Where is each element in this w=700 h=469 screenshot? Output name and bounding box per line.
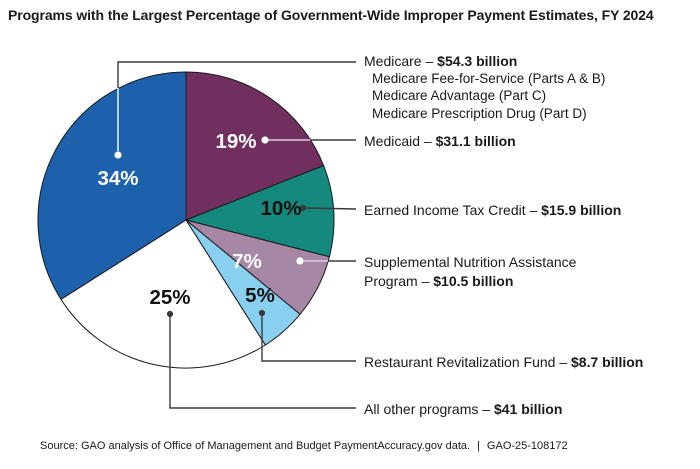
label-eitc-name: Earned Income Tax Credit – [364,202,542,218]
label-medicare-name: Medicare – [364,53,438,69]
pct-label-snap: 7% [232,250,262,273]
source-text: Source: GAO analysis of Office of Manage… [40,440,471,452]
chart-title: Programs with the Largest Percentage of … [8,7,654,23]
pct-label-eitc: 10% [260,197,301,220]
leader-dot-snap [296,257,304,265]
label-eitc: Earned Income Tax Credit – $15.9 billion [364,201,621,219]
leader-line-medicare [117,61,356,88]
label-medicare-main: Medicare – $54.3 billion [364,52,605,70]
source-note: Source: GAO analysis of Office of Manage… [40,440,568,452]
pct-label-rrf: 5% [245,284,275,307]
leader-line-eitc [305,207,357,210]
label-eitc-amount: $15.9 billion [541,202,622,218]
leader-dot-all-other [166,310,174,318]
pie-slice-medicaid [185,71,325,221]
leader-dot-medicaid [261,136,269,144]
pct-label-medicare: 34% [97,167,138,190]
label-all-other: All other programs – $41 billion [364,400,562,418]
label-rrf-name: Restaurant Revitalization Fund – [364,354,571,370]
report-id: GAO-25-108172 [486,440,568,452]
label-medicaid: Medicaid – $31.1 billion [364,132,516,150]
label-medicare-amount: $54.3 billion [437,53,518,69]
label-snap-name: Supplemental Nutrition Assistance Progra… [364,254,577,289]
label-snap: Supplemental Nutrition Assistance Progra… [364,253,622,291]
label-rrf: Restaurant Revitalization Fund – $8.7 bi… [364,353,643,371]
pct-label-all-other: 25% [149,286,190,309]
leader-line-rrf [261,316,356,362]
label-medicaid-amount: $31.1 billion [435,133,516,149]
pct-label-medicaid: 19% [215,130,256,153]
label-medicare-sub-3: Medicare Prescription Drug (Part D) [372,105,587,121]
label-all-other-name: All other programs – [364,401,494,417]
leader-dot-rrf [258,309,266,317]
label-medicare-sub-1: Medicare Fee-for-Service (Parts A & B) [372,71,606,86]
leader-line-all-other [169,317,356,409]
pie-slice-medicare [37,71,187,300]
label-medicare-sub-2: Medicare Advantage (Part C) [372,88,547,104]
source-separator: | [477,440,480,452]
label-snap-amount: $10.5 billion [433,273,514,289]
pie-slice-all-other [60,219,266,369]
label-all-other-amount: $41 billion [493,401,563,417]
pie-slice-eitc [184,164,335,258]
leader-dot-medicare [114,151,122,159]
label-rrf-amount: $8.7 billion [571,354,644,370]
leader-dot-eitc [299,204,307,212]
label-medicare: Medicare – $54.3 billion Medicare Fee-fo… [364,52,605,122]
label-medicaid-name: Medicaid – [364,133,436,149]
